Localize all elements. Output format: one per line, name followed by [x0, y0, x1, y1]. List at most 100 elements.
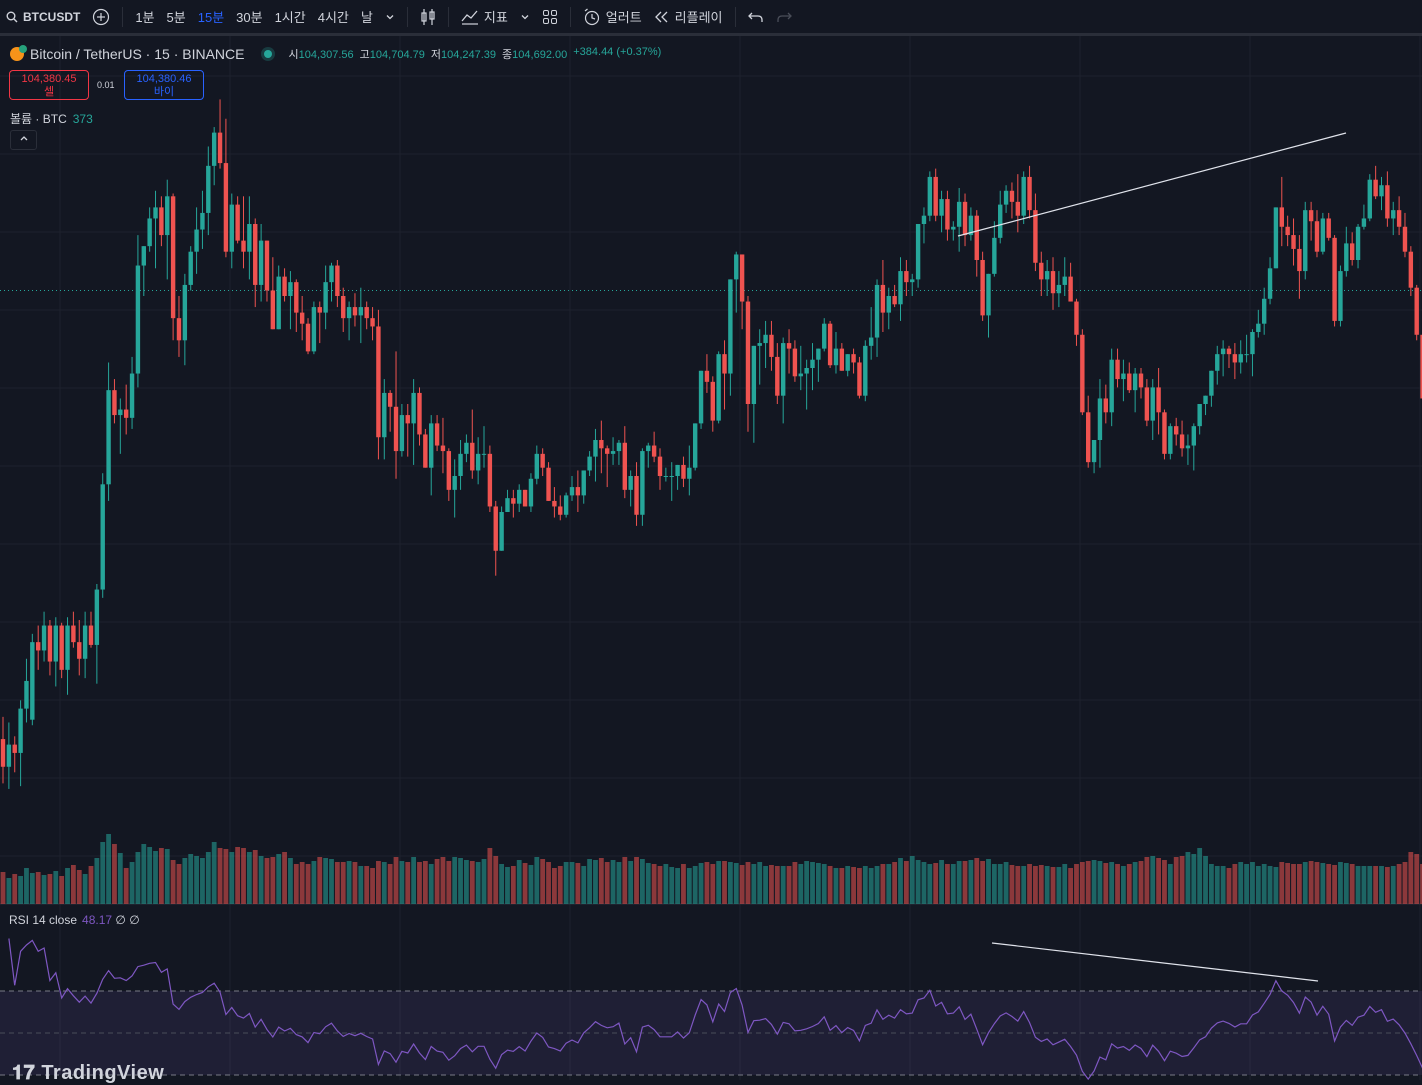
candle-body	[1015, 201, 1021, 216]
candle-body	[1050, 271, 1056, 294]
compare-add-button[interactable]	[86, 0, 116, 35]
candle-body	[786, 343, 792, 349]
volume-bar	[329, 859, 334, 904]
candle-body	[188, 251, 193, 285]
candle-body	[593, 440, 598, 457]
alert-button[interactable]: 얼러트	[577, 0, 648, 35]
volume-bar	[469, 861, 475, 904]
volume-bar	[1279, 862, 1285, 904]
volume-bar	[422, 861, 428, 904]
candle-body	[464, 442, 469, 454]
interval-30m[interactable]: 30분	[236, 10, 263, 25]
candle-body	[722, 354, 727, 374]
candle-body	[1009, 190, 1015, 202]
layout-button[interactable]	[536, 0, 564, 35]
volume-bar	[1402, 862, 1408, 904]
redo-button[interactable]	[770, 0, 798, 35]
candle-body	[1039, 262, 1044, 280]
chevron-up-icon	[20, 136, 27, 141]
indicators-icon	[461, 10, 478, 25]
volume-bar	[575, 863, 581, 904]
volume-bar	[1126, 864, 1132, 904]
interval-4h[interactable]: 4시간	[317, 10, 349, 25]
divider	[122, 6, 124, 27]
candle-body	[845, 354, 850, 371]
volume-bar	[41, 875, 47, 904]
volume-bar	[610, 860, 616, 904]
interval-15m[interactable]: 15분	[197, 10, 225, 25]
volume-bar	[499, 864, 505, 904]
chart-type-button[interactable]	[414, 0, 442, 35]
candle-body	[704, 370, 710, 382]
volume-bar	[903, 861, 909, 904]
volume-bar	[147, 847, 153, 904]
volume-bar	[106, 834, 111, 904]
volume-bar	[892, 862, 898, 904]
collapse-legend-button[interactable]	[10, 130, 37, 150]
candle-body	[851, 354, 856, 363]
divider	[569, 6, 571, 27]
volume-bar	[182, 858, 188, 904]
buy-button[interactable]: 104,380.46 바이	[124, 70, 204, 100]
volume-bar	[716, 861, 722, 904]
buy-price: 104,380.46	[136, 73, 192, 85]
interval-day[interactable]: 날	[360, 10, 373, 25]
symbol-search[interactable]: BTCUSDT	[0, 0, 86, 35]
candle-body	[1303, 210, 1308, 272]
candle-body	[780, 343, 786, 396]
candle-body	[522, 489, 528, 507]
volume-bar	[340, 862, 346, 904]
candle-body	[335, 265, 340, 296]
volume-bar	[516, 860, 522, 904]
volume-bar	[991, 864, 997, 904]
candle-body	[628, 476, 633, 490]
candle-body	[106, 390, 111, 485]
candle-body	[1132, 373, 1138, 391]
volume-bar	[833, 868, 839, 904]
indicators-button[interactable]: 지표	[455, 0, 514, 35]
volume-bar	[288, 858, 293, 904]
volume-bar	[962, 861, 968, 904]
candle-body	[892, 296, 897, 305]
candle-body	[1361, 218, 1367, 227]
candle-body	[1086, 412, 1091, 463]
close-value: 104,692.00	[512, 49, 568, 61]
volume-bar	[293, 864, 299, 904]
volume-bar	[428, 864, 434, 904]
price-chart[interactable]	[0, 36, 1422, 1080]
volume-bar	[1027, 864, 1032, 904]
volume-bar	[76, 870, 82, 904]
indicators-dropdown[interactable]	[514, 0, 536, 35]
candle-body	[599, 440, 604, 449]
sell-button[interactable]: 104,380.45 셀	[9, 70, 89, 100]
volume-bar	[6, 878, 12, 904]
replay-button[interactable]: 리플레이	[648, 0, 729, 35]
volume-bar	[323, 858, 329, 904]
volume-bar	[587, 859, 592, 904]
candle-body	[634, 476, 639, 515]
volume-bar	[939, 860, 944, 904]
volume-bar	[176, 864, 182, 904]
rsi-line	[8, 938, 1422, 1080]
symbol-title: Bitcoin / TetherUS · 15 · BINANCE	[30, 46, 245, 62]
candle-body	[833, 348, 839, 366]
candle-body	[1174, 426, 1179, 435]
volume-bar	[815, 863, 821, 904]
candle-body	[1156, 387, 1161, 413]
volume-bar	[1238, 862, 1244, 904]
interval-1m[interactable]: 1분	[135, 10, 155, 25]
volume-bar	[65, 868, 70, 904]
interval-1h[interactable]: 1시간	[274, 10, 306, 25]
tradingview-logo[interactable]: 𝟏𝟕 TradingView	[12, 1062, 164, 1085]
volume-bar	[645, 863, 651, 904]
candle-body	[1256, 323, 1261, 332]
candle-body	[1044, 271, 1050, 280]
candle-body	[82, 625, 88, 659]
candle-body	[382, 392, 387, 438]
candle-body	[376, 326, 381, 438]
undo-button[interactable]	[742, 0, 770, 35]
interval-dropdown[interactable]	[379, 0, 401, 35]
candle-body	[59, 625, 64, 670]
candle-body	[575, 487, 581, 496]
interval-5m[interactable]: 5분	[166, 10, 186, 25]
